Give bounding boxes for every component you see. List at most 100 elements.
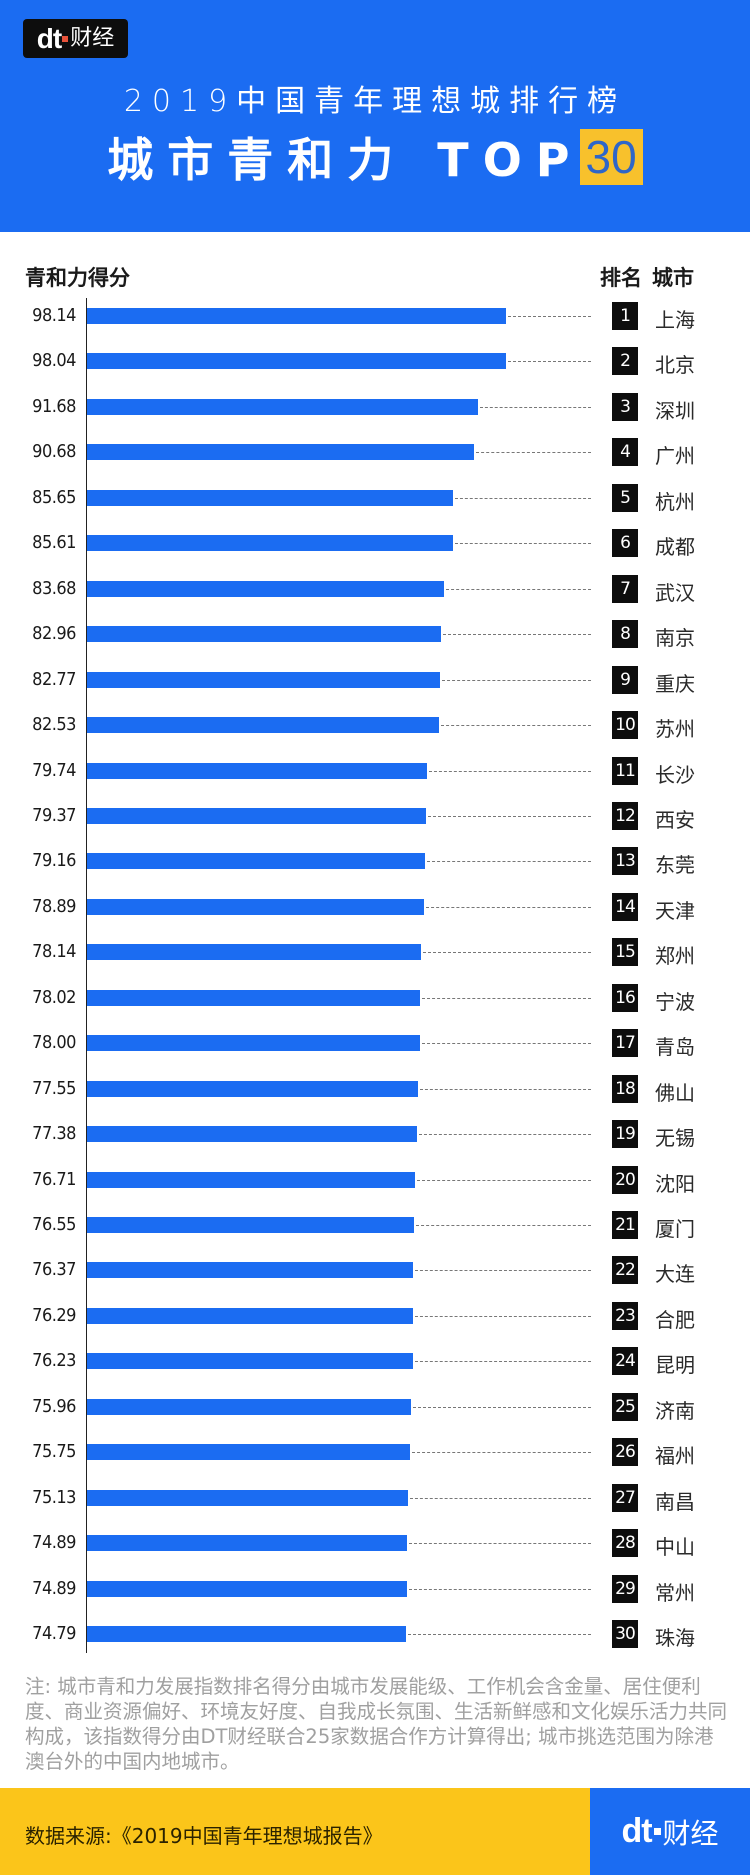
score-column-header: 青和力得分 — [25, 266, 130, 290]
score-bar — [87, 762, 427, 779]
score-bar — [87, 444, 474, 461]
score-bar — [87, 1535, 407, 1552]
score-bar — [87, 1353, 413, 1370]
table-row: 82.96 8 南京 — [0, 619, 750, 650]
table-row: 78.89 14 天津 — [0, 892, 750, 923]
footer-bar: 数据来源:《2019中国青年理想城报告》 dt 财经 — [0, 1788, 750, 1875]
table-row: 75.13 27 南昌 — [0, 1483, 750, 1514]
rank-badge: 15 — [612, 938, 638, 967]
table-row: 85.65 5 杭州 — [0, 483, 750, 514]
rank-badge: 5 — [612, 483, 638, 512]
leader-line — [443, 634, 591, 636]
page-title: 城市青和力 TOP 30 — [0, 124, 750, 190]
score-bar — [87, 898, 424, 915]
logo-text: 财经 — [662, 1816, 719, 1850]
page-subtitle: 2019中国青年理想城排行榜 — [123, 84, 627, 119]
data-source: 数据来源:《2019中国青年理想城报告》 — [25, 1824, 383, 1848]
leader-line — [427, 861, 591, 863]
leader-line — [476, 452, 591, 454]
footnote: 注: 城市青和力发展指数排名得分由城市发展能级、工作机会含金量、居住便利度、商业… — [25, 1675, 728, 1773]
table-row: 79.37 12 西安 — [0, 801, 750, 832]
city-name: 武汉 — [655, 580, 695, 605]
leader-line — [508, 361, 591, 363]
rank-badge: 27 — [612, 1483, 638, 1512]
rank-badge: 6 — [612, 529, 638, 558]
city-name: 成都 — [655, 535, 695, 560]
score-bar — [87, 308, 506, 324]
leader-line — [480, 406, 591, 408]
score-label: 79.74 — [32, 759, 76, 781]
score-label: 98.04 — [32, 350, 76, 372]
rank-badge: 21 — [612, 1211, 638, 1239]
table-row: 76.23 24 昆明 — [0, 1346, 750, 1378]
leader-line — [429, 770, 591, 772]
leader-line — [417, 1179, 591, 1181]
table-row: 74.89 29 常州 — [0, 1574, 750, 1605]
score-label: 75.75 — [32, 1441, 76, 1463]
rank-badge: 19 — [612, 1120, 638, 1149]
rank-badge: 2 — [612, 347, 638, 376]
table-row: 76.71 20 沈阳 — [0, 1165, 750, 1196]
score-label: 74.79 — [32, 1623, 76, 1645]
city-column-header: 城市 — [652, 266, 694, 290]
score-label: 75.13 — [32, 1486, 76, 1508]
score-bar — [87, 1262, 413, 1279]
leader-line — [420, 1088, 591, 1090]
score-bar — [87, 853, 425, 870]
city-name: 佛山 — [655, 1080, 695, 1105]
table-row: 76.29 23 合肥 — [0, 1301, 750, 1332]
score-label: 78.00 — [32, 1032, 76, 1054]
leader-line — [410, 1497, 591, 1499]
score-bar — [87, 1217, 414, 1233]
table-row: 91.68 3 深圳 — [0, 392, 750, 423]
leader-line — [422, 1043, 591, 1045]
score-label: 76.37 — [32, 1259, 76, 1281]
city-name: 郑州 — [655, 944, 695, 969]
table-row: 85.61 6 成都 — [0, 528, 750, 560]
city-name: 东莞 — [655, 853, 695, 878]
score-label: 85.65 — [32, 486, 76, 508]
score-bar — [87, 1444, 410, 1461]
score-label: 90.68 — [32, 441, 76, 463]
city-name: 上海 — [655, 308, 695, 332]
leader-line — [413, 1406, 591, 1408]
city-name: 无锡 — [655, 1126, 695, 1151]
rank-badge: 23 — [612, 1301, 638, 1330]
logo-text: 财经 — [70, 25, 115, 51]
score-label: 79.37 — [32, 804, 76, 826]
leader-line — [426, 906, 591, 908]
rank-badge: 20 — [612, 1165, 638, 1194]
leader-line — [442, 679, 591, 681]
leader-line — [408, 1634, 591, 1636]
table-row: 77.55 18 佛山 — [0, 1074, 750, 1105]
city-name: 昆明 — [655, 1353, 695, 1378]
score-label: 77.38 — [32, 1123, 76, 1145]
city-name: 合肥 — [655, 1307, 695, 1332]
score-bar — [87, 1126, 417, 1143]
table-row: 98.04 2 北京 — [0, 346, 750, 377]
city-name: 常州 — [655, 1580, 695, 1605]
score-bar — [87, 1171, 415, 1188]
score-bar — [87, 807, 426, 824]
score-label: 98.14 — [32, 305, 76, 326]
city-name: 厦门 — [655, 1217, 695, 1241]
table-row: 78.02 16 宁波 — [0, 983, 750, 1014]
rank-badge: 1 — [612, 302, 638, 330]
rank-badge: 9 — [612, 665, 638, 694]
leader-line — [409, 1543, 591, 1545]
city-name: 南昌 — [655, 1489, 695, 1514]
score-label: 76.55 — [32, 1214, 76, 1235]
score-bar — [87, 1080, 418, 1097]
score-label: 78.89 — [32, 895, 76, 917]
rank-badge: 13 — [612, 847, 638, 876]
leader-line — [415, 1361, 591, 1363]
rank-badge: 12 — [612, 801, 638, 830]
city-name: 苏州 — [655, 717, 695, 742]
leader-line — [423, 952, 591, 954]
rank-badge: 22 — [612, 1256, 638, 1285]
table-row: 74.79 30 珠海 — [0, 1619, 750, 1650]
score-label: 74.89 — [32, 1577, 76, 1599]
city-name: 杭州 — [655, 489, 695, 514]
score-bar — [87, 1580, 407, 1597]
rank-badge: 24 — [612, 1347, 638, 1376]
